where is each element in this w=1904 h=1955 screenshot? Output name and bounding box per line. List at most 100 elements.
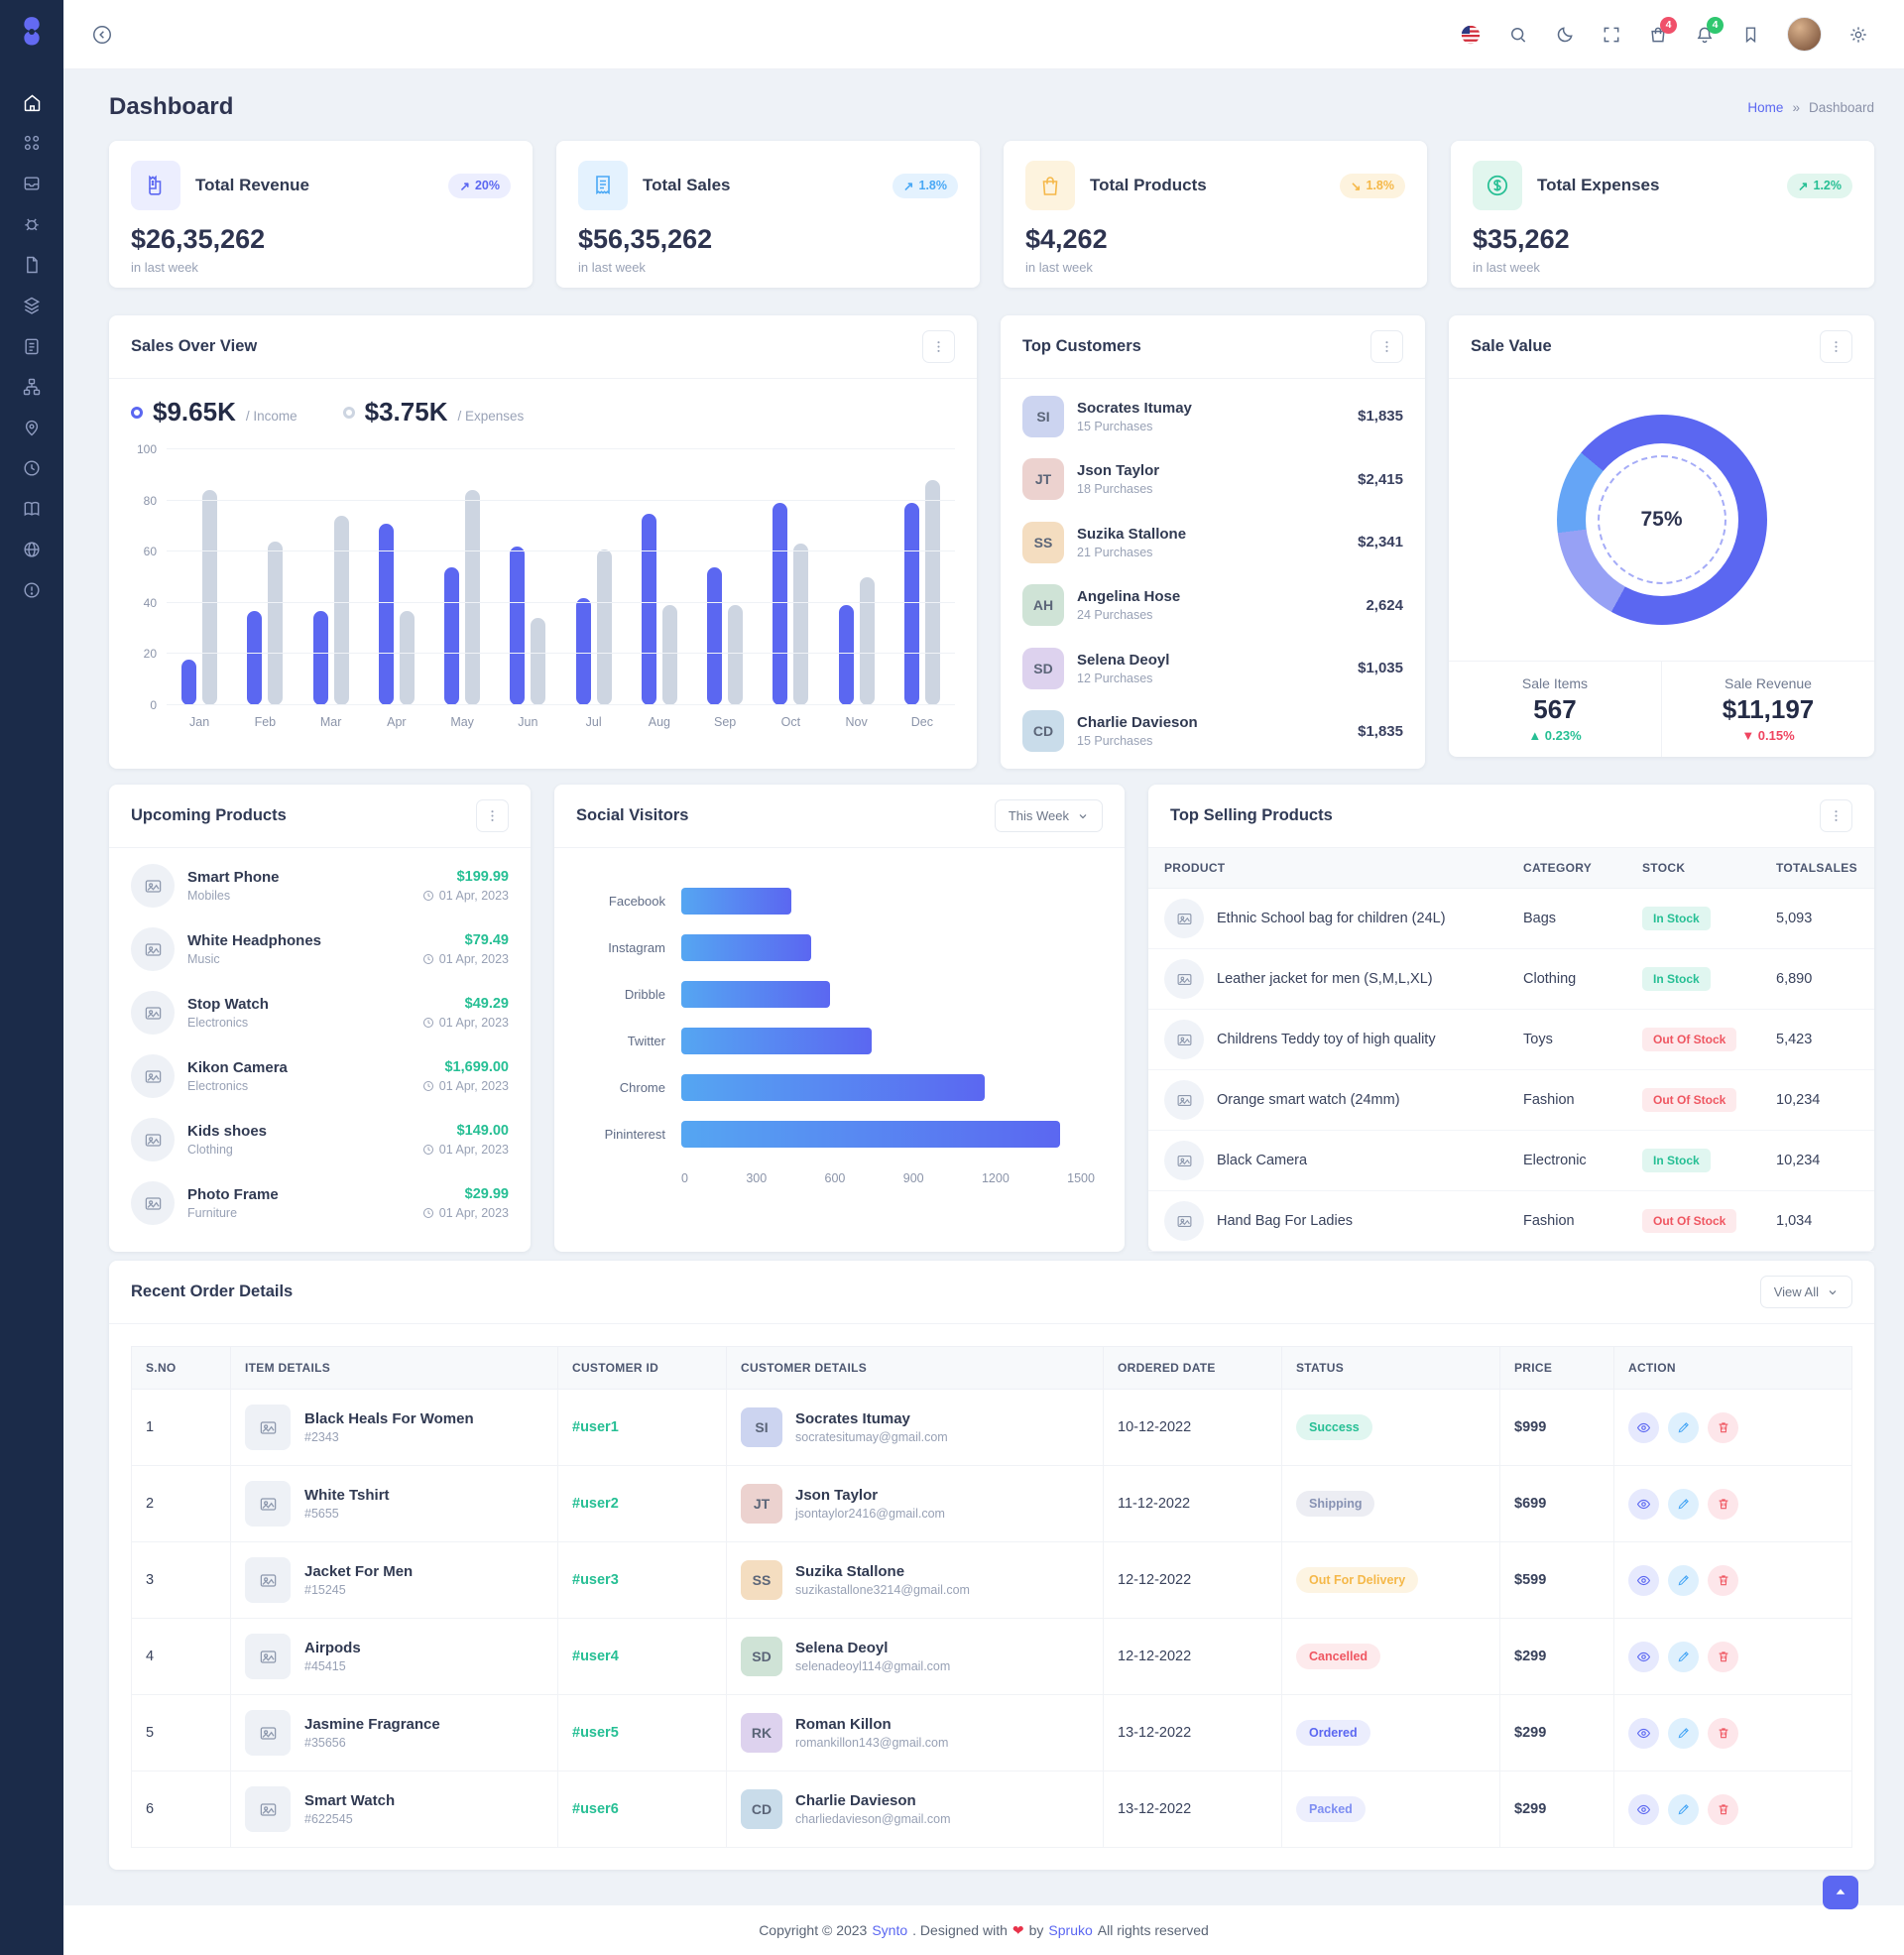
sidebar-item-maps[interactable] bbox=[13, 417, 51, 438]
dark-mode-button[interactable] bbox=[1555, 25, 1575, 45]
customer-list-item[interactable]: SI Socrates Itumay 15 Purchases $1,835 bbox=[1022, 385, 1403, 448]
customer-id[interactable]: #user3 bbox=[572, 1572, 619, 1588]
upcoming-product-item[interactable]: Kikon Camera Electronics $1,699.00 01 Ap… bbox=[131, 1044, 509, 1108]
customer-id[interactable]: #user5 bbox=[572, 1725, 619, 1741]
upcoming-product-item[interactable]: Stop Watch Electronics $49.29 01 Apr, 20… bbox=[131, 981, 509, 1044]
sidebar-item-layers[interactable] bbox=[13, 295, 51, 316]
customer-list-item[interactable]: AH Angelina Hose 24 Purchases 2,624 bbox=[1022, 574, 1403, 638]
upcoming-product-item[interactable]: Photo Frame Furniture $29.99 01 Apr, 202… bbox=[131, 1171, 509, 1235]
view-all-dropdown[interactable]: View All bbox=[1759, 1276, 1852, 1308]
settings-button[interactable] bbox=[1848, 25, 1868, 45]
notifications-button[interactable]: 4 bbox=[1695, 16, 1724, 45]
gridline bbox=[167, 448, 955, 449]
view-order-button[interactable] bbox=[1628, 1641, 1659, 1672]
bookmark-button[interactable] bbox=[1741, 25, 1760, 44]
view-order-button[interactable] bbox=[1628, 1717, 1659, 1749]
sidebar-item-globe[interactable] bbox=[13, 539, 51, 560]
pencil-icon bbox=[1678, 1499, 1689, 1510]
sidebar-item-forms[interactable] bbox=[13, 335, 51, 357]
stat-card-total-products: Total Products ↘ 1.8% $4,262 in last week bbox=[1004, 141, 1427, 288]
customer-list-item[interactable]: JT Json Taylor 18 Purchases $2,415 bbox=[1022, 448, 1403, 512]
delete-order-button[interactable] bbox=[1708, 1564, 1738, 1596]
sale-value-menu-button[interactable] bbox=[1820, 330, 1852, 363]
view-order-button[interactable] bbox=[1628, 1411, 1659, 1443]
customer-purchases: 15 Purchases bbox=[1077, 734, 1153, 749]
delete-order-button[interactable] bbox=[1708, 1488, 1738, 1520]
edit-order-button[interactable] bbox=[1668, 1793, 1699, 1825]
clock-icon bbox=[422, 954, 433, 964]
top-selling-row[interactable]: Hand Bag For Ladies Fashion Out Of Stock… bbox=[1148, 1190, 1874, 1252]
customer-id[interactable]: #user6 bbox=[572, 1801, 619, 1817]
customer-id[interactable]: #user2 bbox=[572, 1496, 619, 1512]
breadcrumb-home-link[interactable]: Home bbox=[1747, 99, 1784, 115]
upcoming-product-item[interactable]: Kids shoes Clothing $149.00 01 Apr, 2023 bbox=[131, 1108, 509, 1171]
top-selling-row[interactable]: Orange smart watch (24mm) Fashion Out Of… bbox=[1148, 1069, 1874, 1131]
edit-order-button[interactable] bbox=[1668, 1641, 1699, 1672]
footer-brand-link[interactable]: Synto bbox=[872, 1922, 908, 1938]
delete-order-button[interactable] bbox=[1708, 1717, 1738, 1749]
sidebar-item-alerts[interactable] bbox=[13, 579, 51, 601]
user-avatar[interactable] bbox=[1787, 17, 1822, 52]
eye-icon bbox=[1636, 1499, 1651, 1509]
view-order-button[interactable] bbox=[1628, 1564, 1659, 1596]
sidebar-item-nft[interactable] bbox=[13, 213, 51, 235]
stat-title: Total Sales bbox=[643, 176, 731, 194]
product-date: 01 Apr, 2023 bbox=[422, 1143, 509, 1157]
upcoming-products-menu-button[interactable] bbox=[476, 799, 509, 832]
sidebar-collapse-button[interactable] bbox=[91, 24, 113, 46]
edit-order-button[interactable] bbox=[1668, 1564, 1699, 1596]
footer-brand2-link[interactable]: Spruko bbox=[1048, 1922, 1093, 1938]
sidebar-item-library[interactable] bbox=[13, 498, 51, 520]
sidebar-item-home[interactable] bbox=[13, 91, 51, 113]
customer-list-item[interactable]: SD Selena Deoyl 12 Purchases $1,035 bbox=[1022, 637, 1403, 700]
delete-order-button[interactable] bbox=[1708, 1411, 1738, 1443]
customer-purchases: 21 Purchases bbox=[1077, 545, 1153, 559]
edit-order-button[interactable] bbox=[1668, 1717, 1699, 1749]
cart-button[interactable]: 4 bbox=[1648, 16, 1677, 45]
customer-avatar: CD bbox=[1022, 710, 1064, 753]
product-date: 01 Apr, 2023 bbox=[422, 1206, 509, 1220]
top-selling-row[interactable]: Childrens Teddy toy of high quality Toys… bbox=[1148, 1009, 1874, 1070]
order-row: 3 Jacket For Men #15245 #user3 bbox=[131, 1541, 1852, 1619]
social-label: Twitter bbox=[627, 1034, 665, 1048]
top-selling-row[interactable]: Black Camera Electronic In Stock 10,234 bbox=[1148, 1130, 1874, 1191]
customer-list-item[interactable]: CD Charlie Davieson 15 Purchases $1,835 bbox=[1022, 700, 1403, 764]
sidebar-item-history[interactable] bbox=[13, 457, 51, 479]
customer-list-item[interactable]: SS Suzika Stallone 21 Purchases $2,341 bbox=[1022, 511, 1403, 574]
social-bar-chart: Facebook Instagram Dribble Twitter Chrome Pin… bbox=[578, 878, 1095, 1158]
fullscreen-button[interactable] bbox=[1602, 25, 1621, 45]
scroll-to-top-button[interactable] bbox=[1823, 1876, 1858, 1909]
top-selling-row[interactable]: Leather jacket for men (S,M,L,XL) Clothi… bbox=[1148, 948, 1874, 1010]
upcoming-product-item[interactable]: Smart Phone Mobiles $199.99 01 Apr, 2023 bbox=[131, 854, 509, 917]
view-order-button[interactable] bbox=[1628, 1488, 1659, 1520]
delete-order-button[interactable] bbox=[1708, 1641, 1738, 1672]
edit-order-button[interactable] bbox=[1668, 1488, 1699, 1520]
search-button[interactable] bbox=[1508, 25, 1528, 45]
sidebar-item-pages[interactable] bbox=[13, 254, 51, 276]
customer-id[interactable]: #user1 bbox=[572, 1419, 619, 1435]
top-customers-card: Top Customers SI Socrates Itumay 15 Purc… bbox=[1001, 315, 1425, 769]
expenses-value: $3.75K bbox=[364, 397, 448, 427]
sidebar-item-apps[interactable] bbox=[13, 132, 51, 154]
upcoming-product-item[interactable]: White Headphones Music $79.49 01 Apr, 20… bbox=[131, 917, 509, 981]
product-category: Bags bbox=[1507, 888, 1626, 949]
top-selling-menu-button[interactable] bbox=[1820, 799, 1852, 832]
customer-id[interactable]: #user4 bbox=[572, 1649, 619, 1664]
language-flag-button[interactable] bbox=[1460, 24, 1482, 46]
view-order-button[interactable] bbox=[1628, 1793, 1659, 1825]
product-totalsales: 6,890 bbox=[1760, 948, 1874, 1010]
product-name: Stop Watch bbox=[187, 996, 269, 1013]
top-customers-menu-button[interactable] bbox=[1370, 330, 1403, 363]
top-selling-row[interactable]: Ethnic School bag for children (24L) Bag… bbox=[1148, 888, 1874, 949]
sidebar-item-inbox[interactable] bbox=[13, 173, 51, 194]
sale-revenue-value: $11,197 bbox=[1722, 694, 1815, 724]
fullscreen-icon bbox=[1604, 27, 1619, 42]
customer-name: Charlie Davieson bbox=[795, 1792, 916, 1809]
sales-overview-menu-button[interactable] bbox=[922, 330, 955, 363]
edit-order-button[interactable] bbox=[1668, 1411, 1699, 1443]
delete-order-button[interactable] bbox=[1708, 1793, 1738, 1825]
sidebar-item-flow[interactable] bbox=[13, 376, 51, 398]
app-logo[interactable] bbox=[0, 0, 63, 63]
social-visitors-filter-dropdown[interactable]: This Week bbox=[994, 799, 1103, 832]
column-header-customer-details: CUSTOMER DETAILS bbox=[726, 1346, 1104, 1390]
